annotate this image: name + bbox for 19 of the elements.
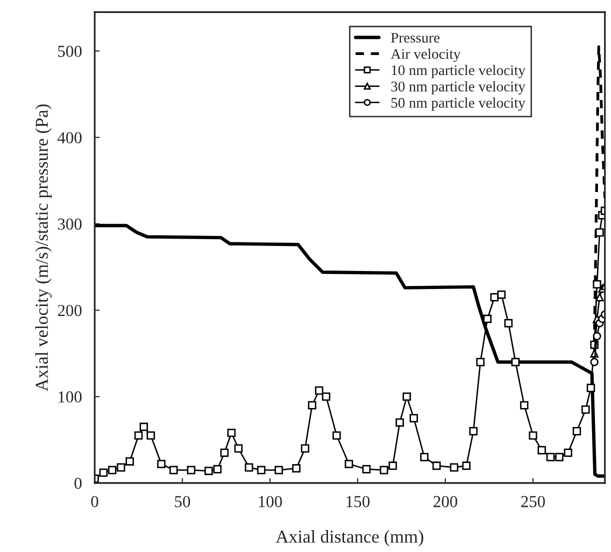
legend-label: Air velocity (390, 48, 461, 62)
y-tick-label: 200 (58, 304, 82, 316)
x-tick-label: 50 (175, 496, 190, 508)
x-tick-label: 200 (434, 496, 458, 508)
legend-label: 50 nm particle velocity (391, 97, 526, 111)
y-axis-title: Axial velocity (m/s)/static pressure (Pa) (35, 104, 52, 392)
legend-label: 30 nm particle velocity (391, 81, 526, 94)
legend-label: 10 nm particle velocity (392, 64, 526, 78)
x-tick-label: 250 (521, 496, 545, 508)
y-tick-label: 300 (58, 218, 82, 230)
x-tick-label: 0 (91, 496, 98, 508)
legend-label: Pressure (391, 32, 440, 43)
y-tick-label: 0 (74, 478, 82, 489)
x-tick-label: 150 (346, 496, 370, 508)
y-tick-label: 100 (58, 391, 82, 403)
y-tick-label: 500 (58, 46, 82, 57)
y-tick-label: 400 (58, 132, 82, 144)
x-tick-label: 100 (258, 496, 282, 508)
x-axis-title: Axial distance (mm) (276, 530, 424, 546)
